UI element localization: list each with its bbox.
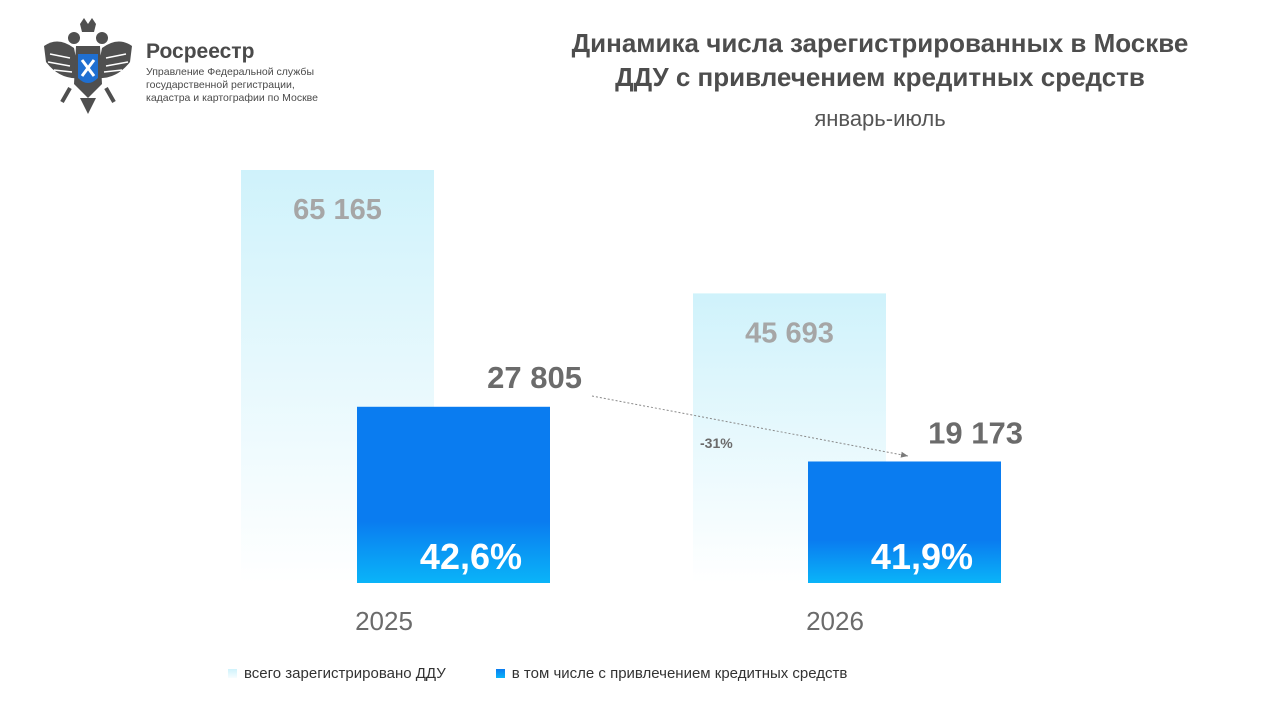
- chart-subtitle: январь-июль: [814, 106, 946, 131]
- value-label-credit-2026: 19 173: [928, 415, 1023, 450]
- value-label-total-2026: 45 693: [745, 317, 834, 349]
- bar-credit-2026: [808, 461, 1001, 583]
- legend-swatch-total: [228, 669, 237, 678]
- value-label-credit-2025: 27 805: [487, 360, 582, 395]
- chart-title-line: ДДУ с привлечением кредитных средств: [615, 62, 1145, 92]
- legend-item-total: всего зарегистрировано ДДУ: [228, 665, 446, 682]
- brand-subtitle-line: кадастра и картографии по Москве: [146, 92, 318, 104]
- chart-legend: всего зарегистрировано ДДУ в том числе с…: [228, 665, 847, 682]
- legend-swatch-credit: [495, 669, 505, 678]
- brand-subtitle: Управление Федеральной службы государств…: [146, 66, 346, 105]
- legend-item-credit: в том числе с привлечением кредитных сре…: [495, 665, 848, 682]
- share-label-2025: 42,6%: [420, 536, 522, 577]
- brand-subtitle-line: Управление Федеральной службы: [146, 66, 314, 78]
- chart-title-line: Динамика числа зарегистрированных в Моск…: [571, 28, 1189, 58]
- brand-subtitle-line: государственной регистрации,: [146, 79, 295, 91]
- legend-label-total: всего зарегистрировано ДДУ: [244, 665, 446, 682]
- share-label-2026: 41,9%: [871, 536, 973, 577]
- bar-credit-2025: [357, 406, 550, 583]
- change-arrow: [591, 395, 909, 458]
- value-label-total-2025: 65 165: [293, 194, 382, 226]
- change-annotation: -31%: [700, 435, 733, 451]
- chart-title: Динамика числа зарегистрированных в Моск…: [500, 26, 1260, 94]
- eagle-emblem-icon: [44, 18, 132, 114]
- brand-name: Росреестр: [146, 40, 255, 63]
- rosreestr-logo: Росреестр Управление Федеральной службы …: [40, 18, 340, 128]
- legend-label-credit: в том числе с привлечением кредитных сре…: [511, 665, 848, 682]
- category-label-2025: 2025: [355, 606, 413, 636]
- category-label-2026: 2026: [806, 606, 864, 636]
